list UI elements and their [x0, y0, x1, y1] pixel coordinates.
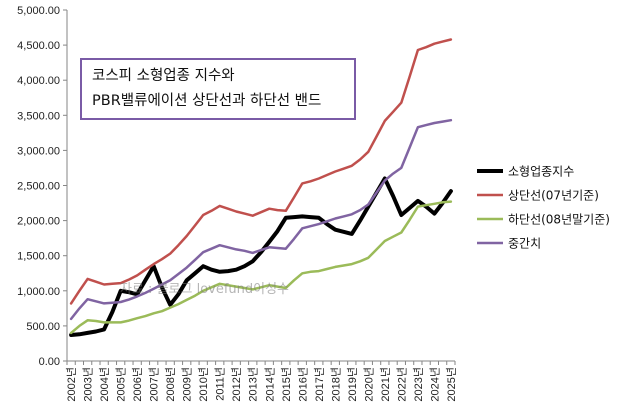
x-tick-label: 2018년 — [329, 367, 342, 402]
x-tick-label: 2015년 — [280, 367, 293, 402]
x-tick-label: 2013년 — [247, 367, 260, 402]
x-tick-label: 2008년 — [164, 367, 177, 402]
series-line-3 — [69, 200, 453, 335]
y-tick-label: 2,500.00 — [17, 181, 60, 193]
y-tick-label: 1,500.00 — [17, 251, 60, 263]
x-tick-label: 2025년 — [445, 367, 458, 402]
x-tick-label: 2024년 — [428, 367, 441, 402]
chart-title-box: 코스피 소형업종 지수와 PBR밸류에이션 상단선과 하단선 밴드 — [80, 58, 356, 120]
x-tick-label: 2006년 — [131, 367, 144, 402]
x-tick-label: 2016년 — [296, 367, 309, 402]
legend-label-4: 중간치 — [508, 237, 541, 251]
watermark-text: 자료 : 블로그 lovefund이성수 — [120, 282, 290, 297]
y-tick-label: 4,500.00 — [17, 40, 60, 52]
x-tick-label: 2012년 — [230, 367, 243, 402]
series-line-1 — [69, 176, 453, 337]
x-tick-label: 2011년 — [214, 367, 227, 401]
x-tick-label: 2007년 — [148, 367, 161, 402]
x-tick-label: 2009년 — [181, 367, 194, 402]
y-tick-label: 500.00 — [26, 321, 60, 333]
x-tick-label: 2005년 — [115, 367, 128, 402]
y-tick-label: 5,000.00 — [17, 5, 60, 17]
series-line-2 — [69, 38, 453, 305]
x-tick-label: 2002년 — [65, 367, 78, 402]
legend-label-3: 하단선(08년말기준) — [508, 213, 610, 227]
y-tick-label: 1,000.00 — [17, 286, 60, 298]
y-axis-ticks: 0.00 500.00 1,000.00 1,500.00 2,000.00 2,500.… — [17, 5, 67, 368]
y-tick-label: 2,000.00 — [17, 216, 60, 228]
x-tick-label: 2022년 — [395, 367, 408, 402]
x-tick-label: 2014년 — [263, 367, 276, 402]
series-lines — [69, 38, 453, 337]
x-tick-label: 2019년 — [346, 367, 359, 402]
legend-label-1: 소형업종지수 — [508, 165, 574, 179]
x-tick-label: 2017년 — [313, 367, 326, 402]
x-tick-label: 2010년 — [197, 367, 210, 402]
series-line-4 — [69, 118, 453, 321]
x-tick-label: 2020년 — [362, 367, 375, 402]
chart-title-line-2: PBR밸류에이션 상단선과 하단선 밴드 — [92, 93, 322, 109]
y-tick-label: 0.00 — [39, 356, 60, 368]
x-tick-label: 2003년 — [82, 367, 95, 402]
x-tick-label: 2023년 — [412, 367, 425, 402]
y-tick-label: 4,000.00 — [17, 75, 60, 87]
x-tick-label: 2004년 — [98, 367, 111, 402]
legend-label-2: 상단선(07년기준) — [508, 189, 599, 203]
x-tick-label: 2021년 — [379, 367, 392, 402]
chart-title-line-1: 코스피 소형업종 지수와 — [92, 68, 235, 84]
y-tick-label: 3,000.00 — [17, 145, 60, 157]
y-tick-label: 3,500.00 — [17, 110, 60, 122]
x-axis-ticks: 2002년 2003년 2004년 2005년 2006년 2007년 2008년 2009년… — [65, 361, 458, 402]
